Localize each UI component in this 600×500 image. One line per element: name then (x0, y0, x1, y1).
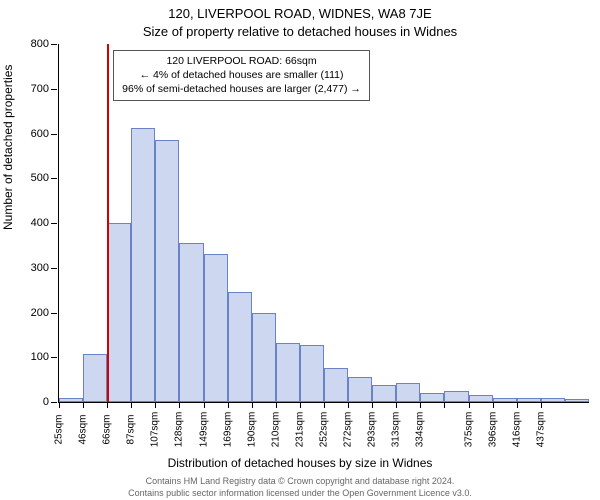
histogram-bar (59, 398, 83, 402)
chart-container: 120, LIVERPOOL ROAD, WIDNES, WA8 7JE Siz… (0, 0, 600, 500)
x-tick-label: 416sqm (511, 412, 522, 448)
page-title: 120, LIVERPOOL ROAD, WIDNES, WA8 7JE (0, 6, 600, 21)
y-tick-label: 600 (31, 128, 49, 140)
x-tick (131, 402, 132, 408)
annotation-line: ← 4% of detached houses are smaller (111… (122, 68, 361, 82)
x-axis-label: Distribution of detached houses by size … (0, 456, 600, 470)
histogram-bar (276, 343, 300, 402)
x-tick (469, 402, 470, 408)
y-axis-label: Number of detached properties (1, 65, 15, 230)
x-tick-label: 437sqm (535, 412, 546, 448)
x-tick (155, 402, 156, 408)
y-tick (51, 89, 57, 90)
histogram-bar (131, 128, 155, 402)
x-tick-label: 149sqm (198, 412, 209, 448)
y-tick (51, 357, 57, 358)
histogram-bar (324, 368, 348, 402)
x-tick (396, 402, 397, 408)
chart-subtitle: Size of property relative to detached ho… (0, 24, 600, 39)
histogram-bar (179, 243, 203, 402)
y-tick-label: 700 (31, 83, 49, 95)
x-tick-label: 210sqm (270, 412, 281, 448)
histogram-bar (155, 140, 179, 402)
histogram-bar (517, 398, 541, 402)
x-tick-label: 25sqm (54, 414, 65, 444)
x-tick (179, 402, 180, 408)
x-tick (493, 402, 494, 408)
x-tick-label: 375sqm (463, 412, 474, 448)
x-tick (372, 402, 373, 408)
x-tick (228, 402, 229, 408)
x-tick (83, 402, 84, 408)
x-tick (300, 402, 301, 408)
histogram-bar (107, 223, 131, 402)
histogram-bar (420, 393, 444, 402)
histogram-bar (541, 398, 565, 402)
histogram-bar (444, 391, 468, 402)
x-tick (517, 402, 518, 408)
histogram-bar (396, 383, 420, 402)
histogram-bar (469, 395, 493, 402)
y-tick (51, 134, 57, 135)
y-tick (51, 402, 57, 403)
histogram-bar (204, 254, 228, 402)
x-tick (276, 402, 277, 408)
x-tick (541, 402, 542, 408)
annotation-box: 120 LIVERPOOL ROAD: 66sqm← 4% of detache… (113, 50, 370, 101)
x-tick (252, 402, 253, 408)
y-tick (51, 313, 57, 314)
x-tick-label: 128sqm (174, 412, 185, 448)
annotation-line: 120 LIVERPOOL ROAD: 66sqm (122, 54, 361, 68)
x-tick-label: 169sqm (222, 412, 233, 448)
plot-area: 010020030040050060070080025sqm46sqm66sqm… (58, 44, 589, 403)
x-tick (324, 402, 325, 408)
y-tick-label: 800 (31, 38, 49, 50)
y-tick (51, 223, 57, 224)
x-tick-label: 231sqm (294, 412, 305, 448)
y-tick-label: 500 (31, 172, 49, 184)
marker-line (107, 44, 109, 402)
x-tick-label: 190sqm (246, 412, 257, 448)
histogram-bar (228, 292, 252, 402)
x-tick-label: 334sqm (415, 412, 426, 448)
x-tick-label: 396sqm (487, 412, 498, 448)
x-tick-label: 313sqm (391, 412, 402, 448)
y-tick (51, 44, 57, 45)
histogram-bar (565, 399, 589, 402)
x-tick (420, 402, 421, 408)
x-tick (348, 402, 349, 408)
y-tick-label: 300 (31, 262, 49, 274)
footer-line-2: Contains public sector information licen… (0, 488, 600, 498)
x-tick-label: 87sqm (126, 414, 137, 444)
y-tick-label: 0 (43, 396, 49, 408)
x-tick (59, 402, 60, 408)
x-tick-label: 46sqm (78, 414, 89, 444)
x-tick (204, 402, 205, 408)
histogram-bar (252, 313, 276, 403)
x-tick-label: 66sqm (102, 414, 113, 444)
x-tick (444, 402, 445, 408)
y-tick (51, 268, 57, 269)
x-tick-label: 107sqm (150, 412, 161, 448)
y-tick-label: 400 (31, 217, 49, 229)
x-tick (107, 402, 108, 408)
histogram-bar (300, 345, 324, 402)
x-tick-label: 272sqm (343, 412, 354, 448)
y-tick-label: 100 (31, 351, 49, 363)
footer-line-1: Contains HM Land Registry data © Crown c… (0, 476, 600, 486)
x-tick-label: 293sqm (367, 412, 378, 448)
y-tick (51, 178, 57, 179)
histogram-bar (83, 354, 107, 402)
annotation-line: 96% of semi-detached houses are larger (… (122, 82, 361, 96)
x-tick-label: 252sqm (319, 412, 330, 448)
histogram-bar (372, 385, 396, 402)
y-tick-label: 200 (31, 307, 49, 319)
histogram-bar (348, 377, 372, 402)
histogram-bar (493, 398, 517, 402)
